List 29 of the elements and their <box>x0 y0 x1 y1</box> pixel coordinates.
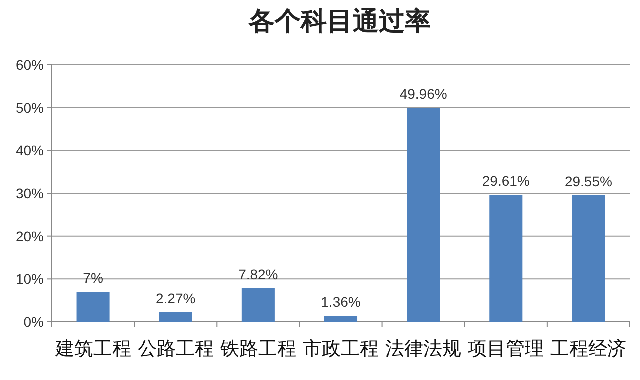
bar <box>242 288 275 322</box>
y-tick-label: 50% <box>16 100 44 116</box>
bar <box>490 195 523 322</box>
y-tick-label: 30% <box>16 186 44 202</box>
x-tick-label: 铁路工程 <box>219 339 296 360</box>
x-tick-label: 市政工程 <box>303 338 379 360</box>
bar <box>76 292 110 322</box>
x-tick-label: 建筑工程 <box>54 339 132 360</box>
bar <box>324 316 358 322</box>
data-label: 7.82% <box>238 266 278 283</box>
data-label: 29.55% <box>564 173 612 190</box>
y-tick-label: 60% <box>16 57 44 73</box>
data-label: 2.27% <box>156 290 196 306</box>
chart-title: 各个科目通过率 <box>248 6 431 36</box>
x-tick-label: 法律法规 <box>386 339 462 360</box>
x-tick-label: 项目管理 <box>468 339 544 360</box>
data-label: 7% <box>83 270 104 286</box>
data-label: 49.96% <box>400 86 448 102</box>
y-tick-label: 40% <box>16 142 44 159</box>
y-tick-label: 0% <box>24 314 44 330</box>
data-label: 1.36% <box>321 294 361 310</box>
x-tick-label: 工程经济 <box>550 338 627 360</box>
data-label: 29.61% <box>482 173 530 190</box>
bar <box>407 108 440 322</box>
y-tick-label: 10% <box>16 271 44 288</box>
bar <box>159 312 192 322</box>
bar <box>572 195 606 322</box>
y-tick-label: 20% <box>16 228 44 244</box>
x-tick-label: 公路工程 <box>138 339 214 360</box>
